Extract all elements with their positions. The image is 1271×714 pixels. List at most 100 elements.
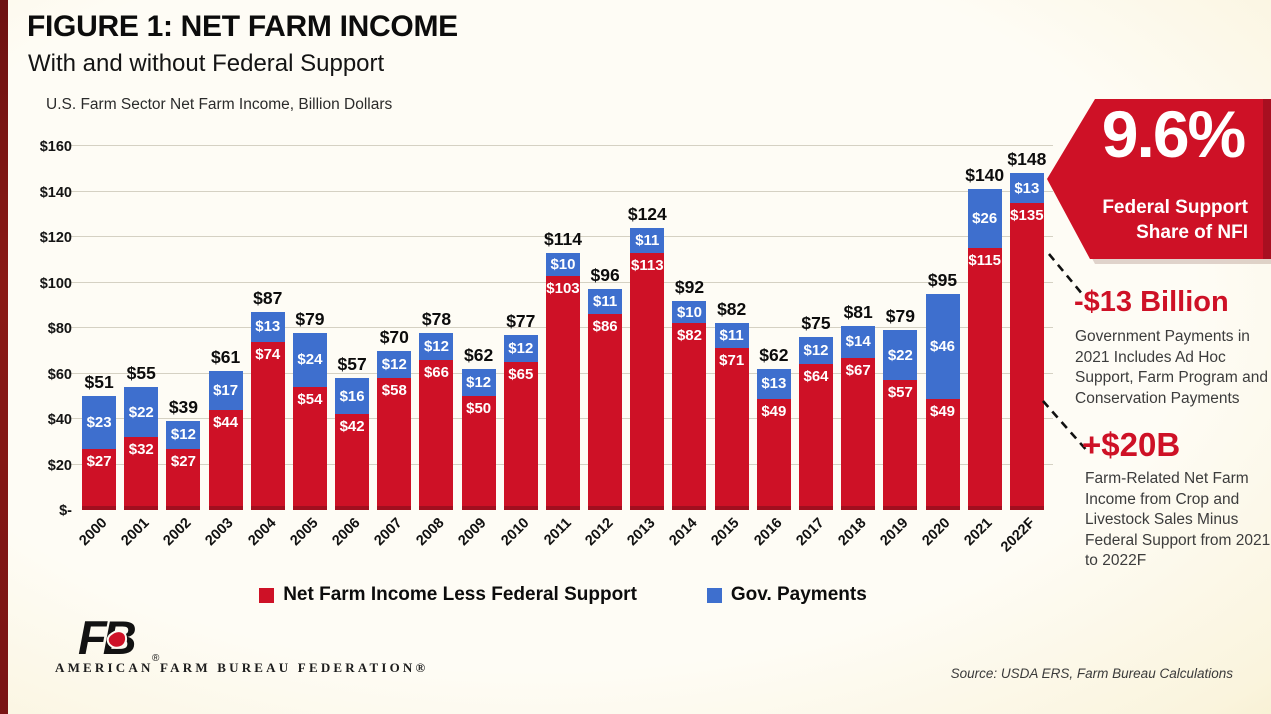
- bar-group-2010: $77 $12 $65 2010: [498, 146, 542, 549]
- federal-support-share-value: 9.6%: [1101, 97, 1246, 171]
- net-farm-income-segment: $66: [419, 359, 454, 510]
- afbf-leaf-icon: [106, 630, 128, 649]
- net-farm-income-value: $64: [803, 368, 829, 386]
- net-farm-income-value: $71: [719, 352, 745, 370]
- net-farm-income-value: $27: [86, 452, 112, 470]
- figure-subtitle: With and without Federal Support: [28, 50, 385, 77]
- gov-payments-value: $11: [635, 231, 660, 249]
- x-axis-label-2009: 2009: [455, 515, 490, 550]
- callout-farm-income-body: Farm-Related Net Farm Income from Crop a…: [1085, 470, 1271, 570]
- bar-group-2016: $62 $13 $49 2016: [751, 146, 795, 549]
- callout-gov-payments-heading: -$13 Billion: [1074, 286, 1229, 318]
- total-label: $140: [965, 165, 1005, 186]
- registered-mark-icon: ®: [152, 653, 160, 664]
- total-label: $95: [927, 269, 958, 290]
- gov-payments-value: $12: [170, 426, 196, 444]
- total-label: $82: [717, 299, 747, 320]
- source-citation: Source: USDA ERS, Farm Bureau Calculatio…: [950, 666, 1233, 681]
- total-label: $81: [843, 301, 873, 322]
- bar-group-2006: $57 $16 $42 2006: [329, 146, 373, 549]
- gov-payments-segment: $26: [967, 189, 1002, 249]
- legend-item-gov-payments: Gov. Payments: [706, 584, 867, 606]
- x-axis-label-2015: 2015: [708, 515, 743, 550]
- legend-label-gov-payments: Gov. Payments: [730, 584, 867, 605]
- gov-payments-segment: $11: [630, 227, 665, 253]
- chart-legend: Net Farm Income Less Federal Support Gov…: [78, 584, 1048, 606]
- gov-payments-value: $16: [339, 387, 365, 405]
- net-farm-income-segment: $54: [292, 387, 327, 510]
- total-label: $79: [295, 308, 325, 329]
- legend-label-net-farm-income: Net Farm Income Less Federal Support: [283, 584, 637, 605]
- x-axis-label-2006: 2006: [329, 515, 364, 550]
- y-tick-label: $80: [47, 321, 72, 337]
- total-label: $62: [464, 344, 494, 365]
- bar-group-2011: $114 $10 $103 2011: [541, 146, 584, 549]
- legend-item-net-farm-income: Net Farm Income Less Federal Support: [259, 584, 637, 606]
- bar-group-2000: $51 $23 $27 2000: [76, 146, 120, 549]
- net-farm-income-segment: $103: [545, 275, 580, 510]
- total-label: $77: [506, 310, 536, 331]
- x-axis-label-2013: 2013: [624, 515, 659, 550]
- gov-payments-segment: $12: [799, 337, 833, 365]
- gridline-160: [70, 145, 1053, 146]
- gov-payments-segment: $12: [377, 350, 412, 379]
- gov-payments-segment: $11: [588, 289, 623, 315]
- x-axis-label-2014: 2014: [666, 515, 701, 550]
- net-farm-income-segment: $113: [630, 252, 665, 510]
- stacked-bar-plot: $51 $23 $27 2000 $55 $22 $32 2001 $39 $12 $27 2002 $…: [76, 146, 1048, 555]
- gov-payments-value: $11: [593, 293, 618, 311]
- badge-caption-line2: Share of NFI: [1136, 222, 1248, 243]
- gov-payments-value: $12: [423, 337, 449, 355]
- gov-payments-value: $12: [466, 374, 492, 392]
- total-label: $87: [253, 288, 283, 309]
- bar-group-2002: $39 $12 $27 2002: [161, 146, 204, 549]
- total-label: $148: [1007, 149, 1047, 170]
- net-farm-income-value: $65: [508, 366, 534, 384]
- chart-axis-title: U.S. Farm Sector Net Farm Income, Billio…: [46, 96, 393, 113]
- y-tick-label: $160: [39, 139, 72, 155]
- gov-payments-value: $26: [972, 210, 998, 228]
- gov-payments-value: $17: [213, 382, 239, 400]
- gov-payments-segment: $23: [82, 396, 117, 449]
- y-tick-label: $140: [39, 184, 72, 201]
- gov-payments-value: $10: [550, 255, 576, 273]
- x-axis-label-2005: 2005: [287, 515, 322, 550]
- gov-payments-value: $22: [128, 403, 154, 421]
- total-label: $62: [759, 344, 789, 365]
- x-axis-label-2020: 2020: [919, 515, 954, 550]
- gov-payments-segment: $17: [208, 371, 243, 410]
- gov-payments-value: $12: [508, 339, 534, 357]
- total-label: $114: [543, 228, 582, 249]
- gov-payments-segment: $10: [545, 252, 580, 276]
- net-farm-income-value: $58: [381, 382, 407, 400]
- badge-edge-shade: [1263, 99, 1271, 259]
- net-farm-income-value: $54: [297, 391, 323, 409]
- gov-payments-segment: $13: [250, 312, 285, 342]
- left-accent-strip: [0, 0, 8, 714]
- net-farm-income-value: $74: [255, 345, 281, 363]
- net-farm-income-value: $42: [339, 418, 365, 436]
- x-axis-label-2002: 2002: [160, 515, 195, 550]
- net-farm-income-segment: $65: [503, 362, 538, 510]
- x-axis-label-2017: 2017: [793, 515, 828, 550]
- x-axis-label-2008: 2008: [413, 515, 448, 550]
- y-tick-label: $20: [47, 457, 72, 474]
- total-label: $55: [126, 363, 156, 384]
- total-label: $61: [211, 347, 241, 368]
- bar-group-2017: $75 $12 $64 2017: [793, 146, 837, 549]
- net-farm-income-segment: $44: [208, 409, 243, 510]
- total-label: $79: [885, 306, 915, 327]
- net-farm-income-value: $135: [1010, 206, 1044, 224]
- gov-payments-segment: $13: [756, 368, 791, 399]
- x-axis-label-2011: 2011: [540, 515, 575, 549]
- gov-payments-segment: $16: [335, 378, 370, 415]
- callout-gov-payments-body: Government Payments in 2021 Includes Ad …: [1075, 328, 1268, 407]
- net-farm-income-segment: $32: [124, 437, 159, 510]
- gov-payments-segment: $13: [1009, 173, 1044, 203]
- net-farm-income-segment: $64: [799, 364, 833, 510]
- gov-payments-value: $10: [676, 303, 702, 321]
- y-tick-label: $40: [47, 412, 72, 428]
- x-axis-label-2016: 2016: [751, 515, 786, 550]
- bar-group-2008: $78 $12 $66 2008: [414, 146, 457, 549]
- gov-payments-segment: $24: [292, 332, 327, 388]
